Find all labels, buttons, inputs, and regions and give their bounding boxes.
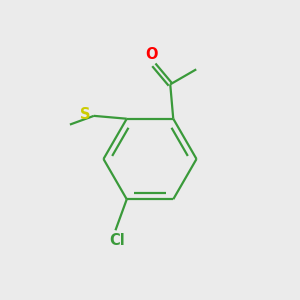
- Text: O: O: [145, 47, 158, 62]
- Text: S: S: [80, 107, 90, 122]
- Text: Cl: Cl: [109, 233, 125, 248]
